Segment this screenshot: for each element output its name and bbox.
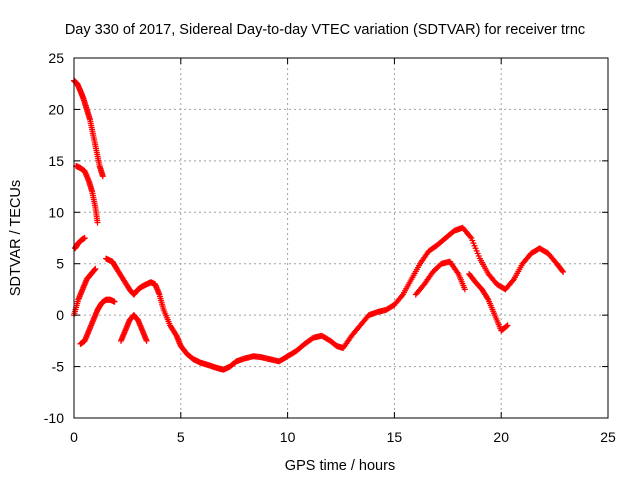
data-point — [111, 298, 118, 305]
axis-ticks — [73, 57, 609, 419]
series-track-c — [72, 235, 88, 252]
data-point — [509, 277, 516, 284]
x-tick-label: 10 — [280, 429, 296, 445]
data-point — [92, 265, 99, 272]
x-tick-label: 20 — [493, 429, 509, 445]
x-tick-label: 0 — [70, 429, 78, 445]
data-point — [81, 235, 88, 241]
x-tick-label: 5 — [177, 429, 185, 445]
x-tick-label: 15 — [387, 429, 403, 445]
data-point — [99, 173, 106, 180]
x-tick-labels: 0 5 10 15 20 25 — [70, 429, 616, 445]
y-tick-labels: -10 -5 0 5 10 15 20 25 — [44, 50, 64, 426]
data-point — [461, 286, 468, 293]
y-tick-label: 25 — [48, 50, 64, 66]
x-axis-label: GPS time / hours — [285, 458, 395, 474]
y-tick-label: 5 — [56, 256, 64, 272]
data-point — [503, 323, 510, 330]
series-track-b — [73, 163, 101, 226]
x-tick-label: 25 — [600, 429, 616, 445]
data-point — [560, 268, 567, 275]
data-point — [504, 322, 511, 329]
grid-lines — [74, 58, 608, 418]
data-point — [94, 219, 101, 226]
y-tick-label: -5 — [52, 359, 65, 375]
series-track-e — [77, 296, 118, 347]
chart-title: Day 330 of 2017, Sidereal Day-to-day VTE… — [65, 22, 585, 38]
series-track-h — [466, 271, 511, 334]
y-tick-label: 0 — [56, 307, 64, 323]
data-points — [71, 77, 567, 373]
series-track-f — [103, 224, 567, 373]
series-track-d — [71, 265, 99, 319]
plot-frame — [73, 57, 609, 419]
series-track-g — [412, 258, 468, 298]
data-point — [398, 292, 405, 299]
y-tick-label: -10 — [44, 410, 64, 426]
series-track-i — [117, 312, 150, 344]
series-track-a — [71, 77, 106, 180]
y-tick-label: 20 — [48, 101, 64, 117]
data-point — [559, 267, 566, 274]
data-point — [484, 295, 491, 302]
y-axis-label: SDTVAR / TECUs — [8, 180, 24, 296]
y-tick-label: 10 — [48, 204, 64, 220]
y-tick-label: 15 — [48, 153, 64, 169]
data-point — [467, 233, 474, 240]
data-point — [143, 337, 150, 344]
